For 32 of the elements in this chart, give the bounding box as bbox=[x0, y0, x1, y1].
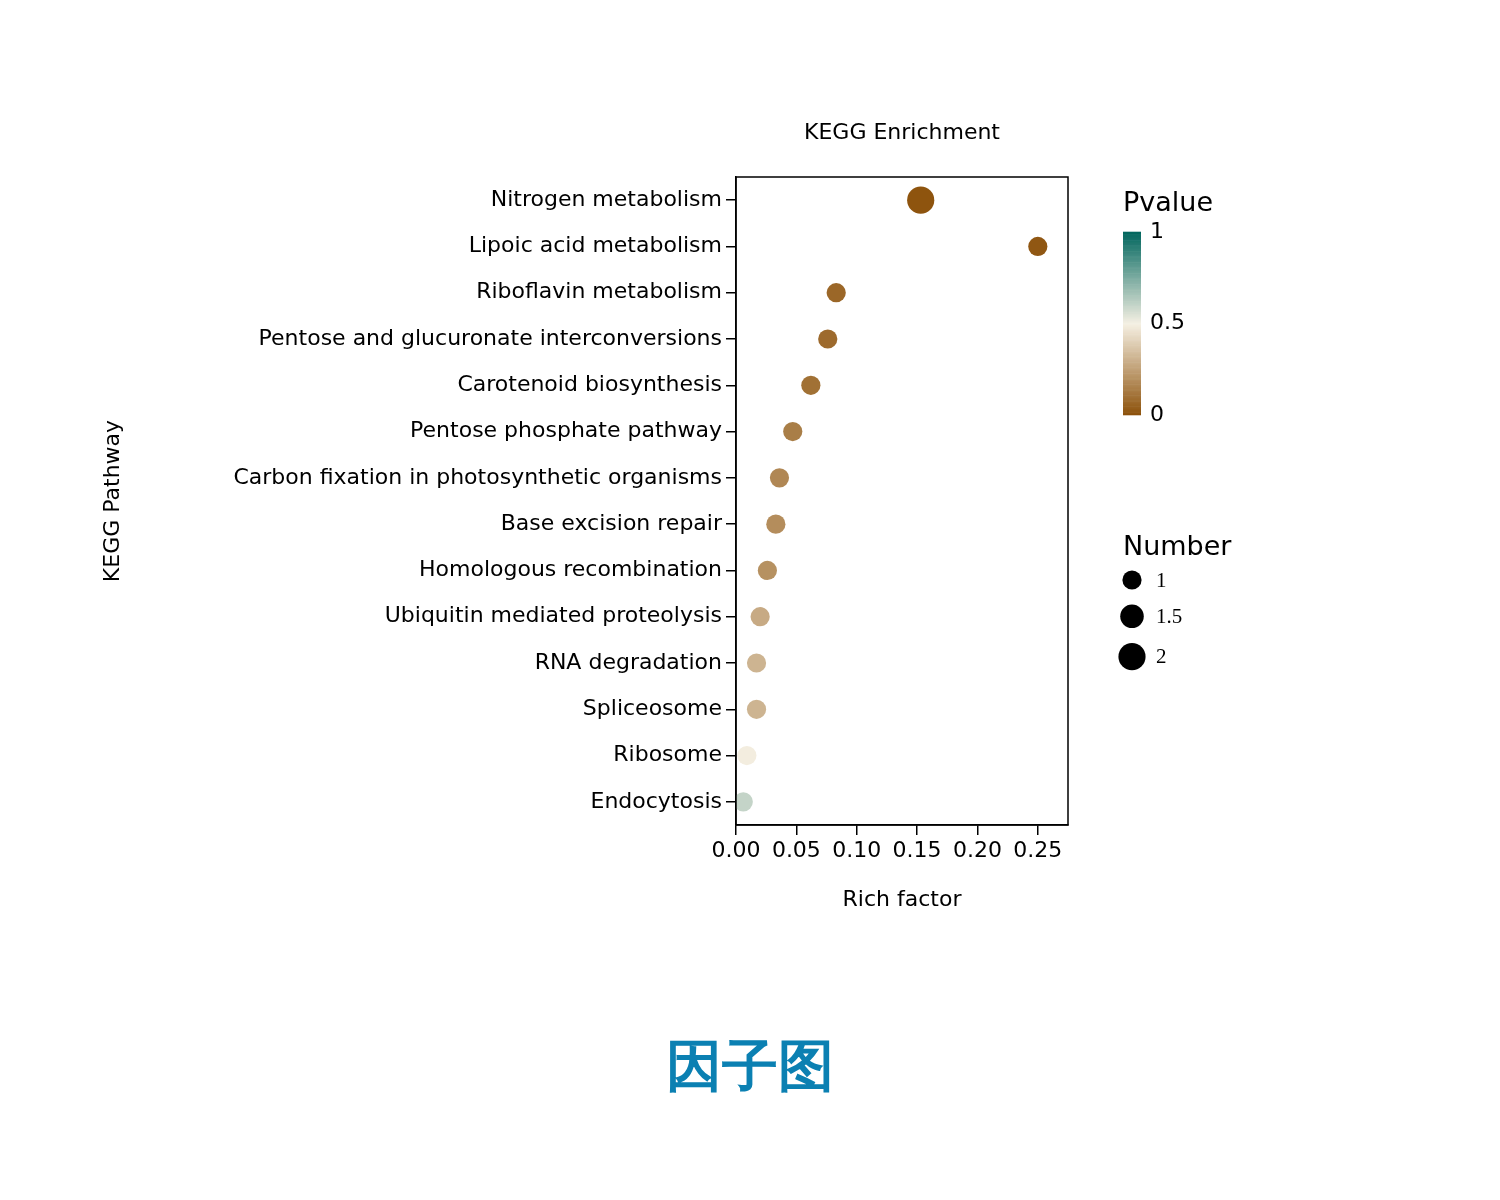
y-tick-label: Homologous recombination bbox=[418, 556, 722, 582]
y-tick-label: Ubiquitin mediated proteolysis bbox=[384, 602, 722, 628]
color-bar-label: 0.5 bbox=[1150, 309, 1185, 335]
chart-title: KEGG Enrichment bbox=[804, 118, 1001, 144]
color-bar-label: 1 bbox=[1150, 217, 1164, 243]
y-tick-label: Pentose phosphate pathway bbox=[410, 417, 722, 443]
y-axis-title: KEGG Pathway bbox=[98, 419, 124, 583]
x-tick-label: 0.10 bbox=[832, 836, 882, 862]
y-tick-label: Spliceosome bbox=[582, 695, 722, 720]
y-tick-label: Nitrogen metabolism bbox=[490, 185, 722, 211]
y-tick-label: Ribosome bbox=[613, 741, 722, 767]
x-tick-label: 0.15 bbox=[892, 836, 942, 862]
y-tick-label: RNA degradation bbox=[534, 648, 722, 674]
legend-label: 1.5 bbox=[1156, 603, 1183, 628]
y-tick-label: Pentose and glucuronate interconversions bbox=[258, 324, 722, 350]
legend-title: Number bbox=[1123, 530, 1233, 562]
y-tick-label: Carotenoid biosynthesis bbox=[457, 371, 722, 396]
y-tick-label: Base excision repair bbox=[500, 509, 723, 535]
x-tick-label: 0.05 bbox=[771, 836, 821, 862]
y-tick-label: Riboflavin metabolism bbox=[476, 278, 722, 304]
legend-label: 1 bbox=[1156, 567, 1167, 592]
x-tick-label: 0.25 bbox=[1013, 836, 1063, 862]
x-tick-label: 0.20 bbox=[952, 836, 1002, 862]
y-tick-label: Endocytosis bbox=[590, 787, 722, 813]
text: 因子图 bbox=[666, 1032, 834, 1098]
y-tick-label: Carbon fixation in photosynthetic organisms bbox=[233, 463, 722, 489]
y-tick-label: Lipoic acid metabolism bbox=[468, 232, 722, 258]
color-bar-label: 0 bbox=[1150, 400, 1164, 426]
x-tick-label: 0.00 bbox=[711, 836, 761, 862]
legend-label: 2 bbox=[1156, 644, 1167, 669]
color-bar-title: Pvalue bbox=[1123, 186, 1214, 218]
x-axis-title: Rich factor bbox=[842, 885, 963, 911]
